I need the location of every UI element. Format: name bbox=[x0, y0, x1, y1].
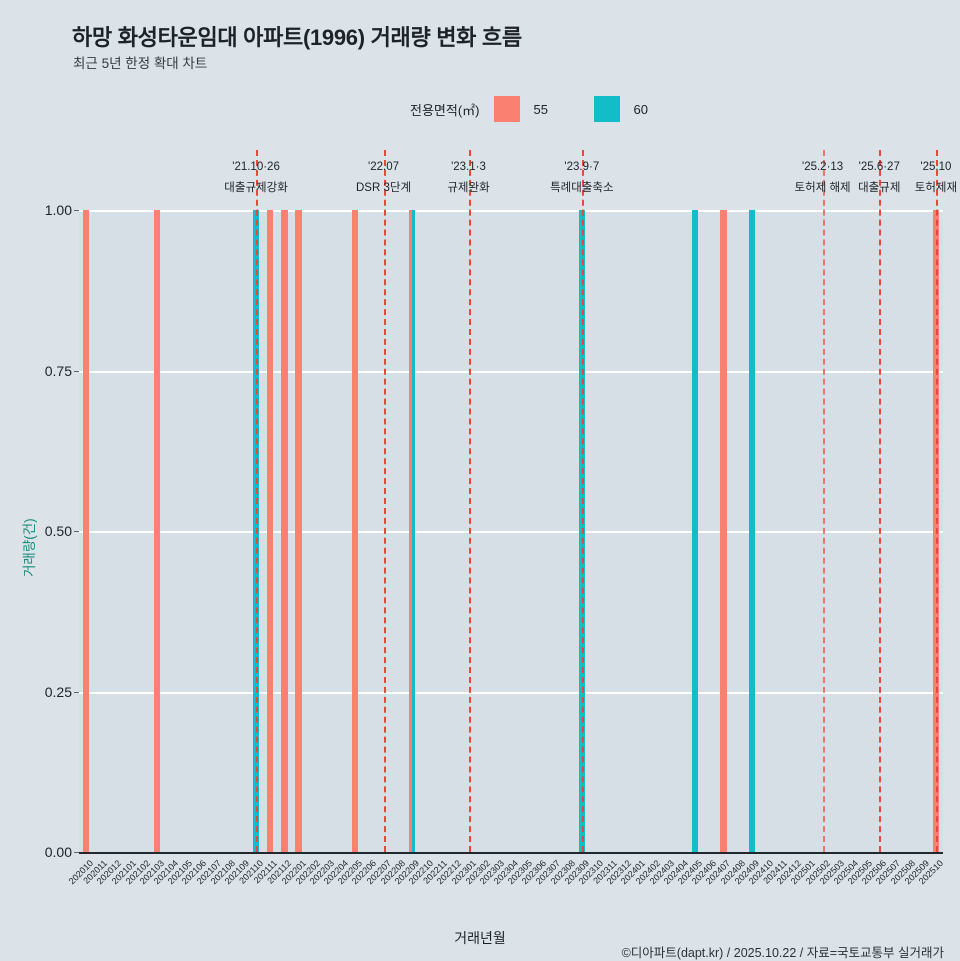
grid-line bbox=[79, 370, 943, 373]
x-axis-line bbox=[79, 852, 943, 854]
event-marker-desc: 대출규제 bbox=[858, 182, 901, 194]
event-marker-desc: 규제완화 bbox=[447, 182, 490, 194]
chart-bar[interactable] bbox=[252, 210, 260, 852]
chart-bar[interactable] bbox=[82, 210, 90, 852]
event-marker-date: '23.1·3 bbox=[451, 161, 486, 173]
y-tick-mark bbox=[74, 691, 79, 693]
y-tick-mark bbox=[74, 852, 79, 853]
grid-line bbox=[79, 531, 943, 533]
event-marker-line bbox=[256, 150, 259, 852]
x-axis-title: 거래년월 bbox=[454, 930, 506, 946]
chart-bar[interactable] bbox=[408, 210, 412, 852]
y-tick-label: 0.00 bbox=[44, 844, 72, 860]
event-marker-date: '25.6·27 bbox=[858, 161, 900, 173]
chart-bar[interactable] bbox=[153, 210, 161, 852]
event-marker-line bbox=[468, 150, 471, 852]
chart-bar[interactable] bbox=[578, 210, 586, 852]
legend-swatch-55 bbox=[493, 96, 520, 122]
event-marker-desc: 토허제재 bbox=[914, 182, 958, 194]
event-marker-line bbox=[822, 150, 825, 852]
y-axis-title: 거래량(건) bbox=[22, 518, 37, 577]
y-tick-mark bbox=[74, 210, 79, 211]
event-marker-desc: DSR 3단계 bbox=[356, 182, 412, 194]
page-subtitle: 최근 5년 한정 확대 차트 bbox=[73, 56, 208, 71]
chart-plot-area: '21.10·26 대출규제강화 '22.07 DSR 3단계 '23.1·3 규제완화 '… bbox=[79, 150, 957, 852]
event-marker-line bbox=[935, 150, 938, 852]
event-marker-line bbox=[879, 150, 882, 852]
page-title: 하망 화성타운임대 아파트(1996) 거래량 변화 흐름 bbox=[72, 25, 522, 50]
footer-credit: ©디아파트(dapt.kr) / 2025.10.22 / 자료=국토교통부 실… bbox=[621, 946, 944, 960]
y-tick-mark bbox=[74, 370, 79, 372]
y-tick-label: 0.75 bbox=[44, 362, 72, 379]
event-marker-line bbox=[581, 150, 584, 852]
y-tick-label: 0.50 bbox=[44, 523, 72, 539]
chart-bar[interactable] bbox=[411, 210, 416, 852]
event-marker-date: '21.10·26 bbox=[232, 161, 280, 173]
legend-swatch-60 bbox=[593, 96, 620, 122]
event-marker-line bbox=[383, 150, 386, 852]
chart-bar[interactable] bbox=[351, 210, 359, 852]
event-marker-date: '25.10 bbox=[920, 161, 952, 173]
legend: 전용면적(㎡) 55 60 bbox=[410, 96, 694, 122]
legend-label-55: 55 bbox=[533, 101, 548, 117]
event-marker-date: '25.2·13 bbox=[801, 161, 844, 173]
event-marker-desc: 대출규제강화 bbox=[224, 182, 288, 194]
chart-bar[interactable] bbox=[281, 210, 288, 852]
event-marker-date: '23.9·7 bbox=[564, 161, 600, 173]
chart-bar[interactable] bbox=[748, 210, 756, 852]
chart-bar[interactable] bbox=[295, 210, 302, 852]
event-marker-desc: 토허제 해제 bbox=[794, 182, 851, 194]
chart-bar[interactable] bbox=[266, 210, 274, 852]
event-marker-desc: 특례대출축소 bbox=[550, 182, 614, 194]
grid-line bbox=[79, 691, 943, 694]
legend-title: 전용면적(㎡) bbox=[410, 102, 480, 118]
grid-line bbox=[79, 210, 943, 212]
chart-bar[interactable] bbox=[691, 210, 699, 852]
y-tick-label: 1.00 bbox=[44, 202, 72, 218]
y-tick-label: 0.25 bbox=[44, 683, 72, 700]
legend-label-60: 60 bbox=[633, 101, 648, 117]
event-marker-date: '22.07 bbox=[368, 161, 400, 173]
chart-bar[interactable] bbox=[720, 210, 727, 852]
y-tick-mark bbox=[74, 531, 79, 532]
